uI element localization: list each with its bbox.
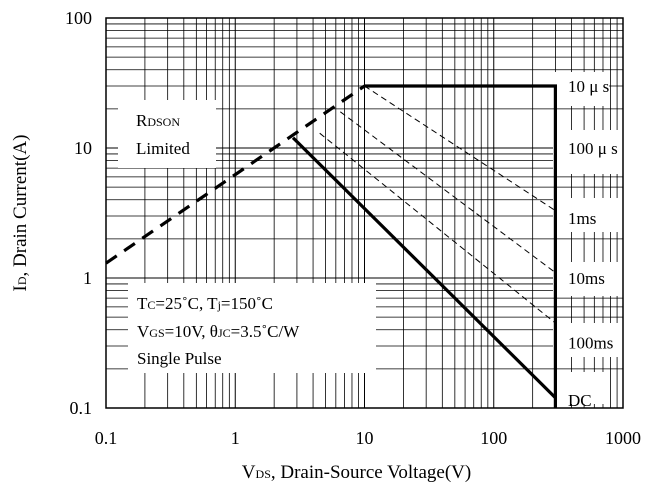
curve-label: 100 μ s [568, 139, 618, 158]
labels: 0.1 1 10 100 1000 0.1 1 10 100 VDS, Drain-Source … [10, 8, 641, 483]
rdson-label: RDSON [136, 111, 180, 130]
series-line-10-s [364, 84, 558, 408]
x-tick-label: 1 [231, 428, 240, 448]
conditions-voltage: VGS=10V, θJC=3.5˚C/W [137, 322, 300, 341]
label-background [553, 323, 623, 357]
curve-label: 10 μ s [568, 77, 609, 96]
label-background [128, 283, 376, 373]
curve-label: 10ms [568, 269, 605, 288]
label-background [118, 100, 216, 168]
label-background [553, 372, 605, 404]
series-line-1ms [340, 111, 556, 274]
y-tick-label: 10 [74, 138, 92, 158]
curve-label: DC [568, 391, 592, 410]
label-background [553, 72, 609, 106]
y-tick-label: 1 [83, 268, 92, 288]
series-line-100-s [364, 85, 556, 212]
curve-label: 100ms [568, 333, 613, 352]
rdson-limited-label: Limited [136, 139, 190, 158]
series-line-rdson-limited [105, 84, 366, 265]
label-background [553, 198, 623, 232]
x-axis-label: VDS, Drain-Source Voltage(V) [242, 462, 471, 483]
grid-lines [106, 18, 623, 408]
conditions-pulse: Single Pulse [137, 349, 222, 368]
series-line-10ms [319, 132, 556, 324]
conditions-temperature: TC=25˚C, Tj=150˚C [137, 294, 273, 313]
y-tick-label: 0.1 [70, 398, 93, 418]
curve-label: 1ms [568, 209, 596, 228]
x-tick-label: 100 [480, 428, 507, 448]
x-tick-label: 0.1 [95, 428, 118, 448]
series-line-dc [291, 136, 557, 399]
x-tick-label: 10 [356, 428, 374, 448]
series-lines [105, 84, 558, 408]
y-axis-label: ID, Drain Current(A) [10, 135, 31, 292]
x-tick-label: 1000 [605, 428, 641, 448]
plot-frame [105, 17, 624, 409]
label-background [553, 262, 623, 296]
label-background [553, 130, 623, 174]
y-tick-label: 100 [65, 8, 92, 28]
